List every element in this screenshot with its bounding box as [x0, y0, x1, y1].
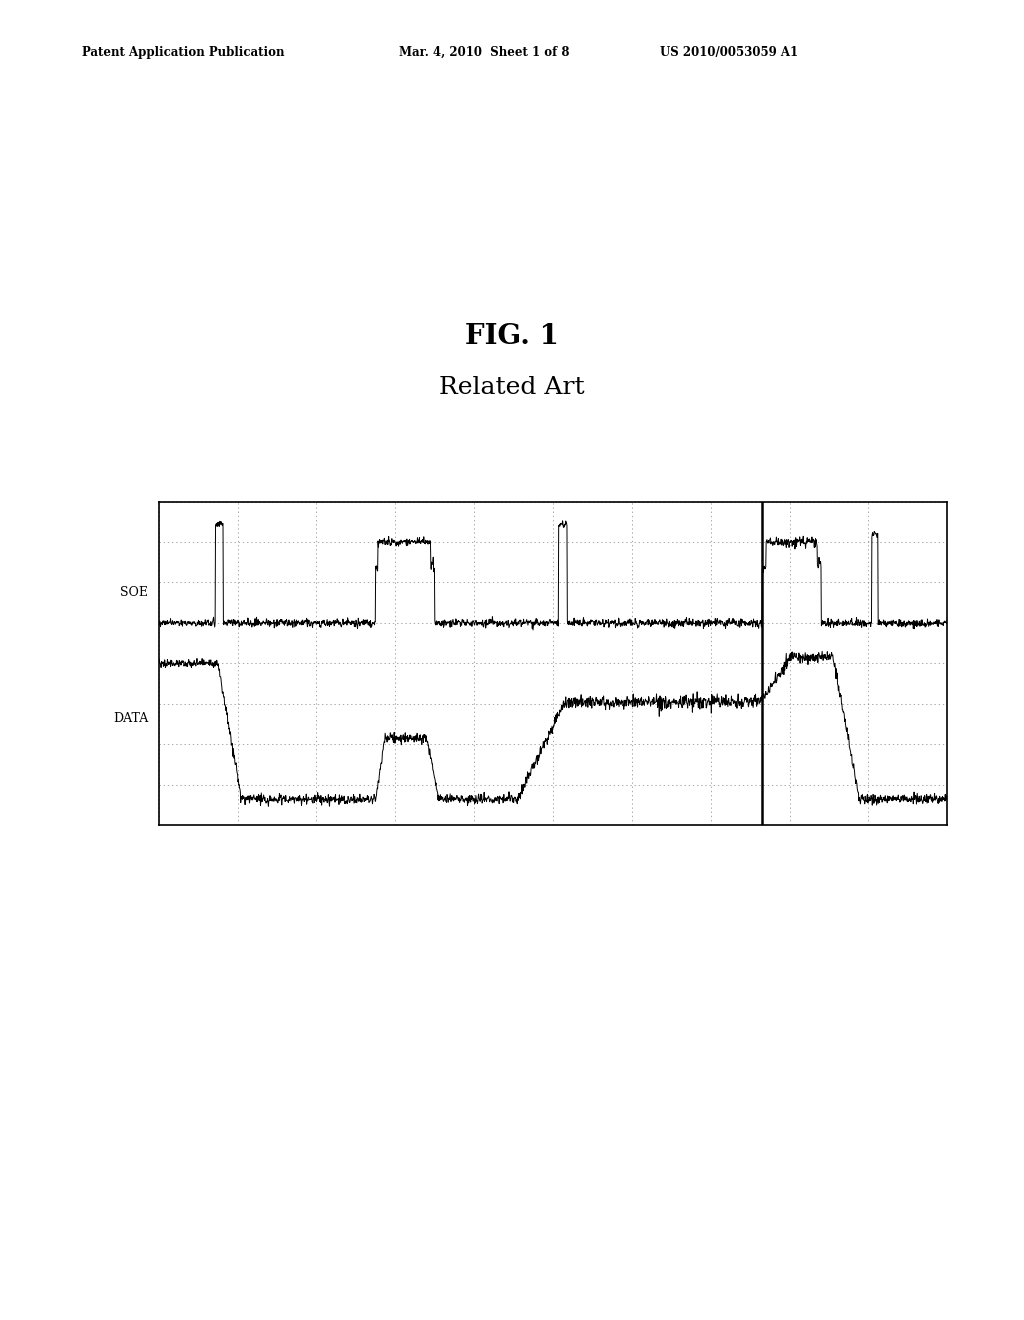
Text: Patent Application Publication: Patent Application Publication	[82, 46, 285, 59]
Text: SOE: SOE	[121, 586, 148, 599]
Text: US 2010/0053059 A1: US 2010/0053059 A1	[660, 46, 799, 59]
Text: Mar. 4, 2010  Sheet 1 of 8: Mar. 4, 2010 Sheet 1 of 8	[399, 46, 570, 59]
Text: Related Art: Related Art	[439, 376, 585, 399]
Text: FIG. 1: FIG. 1	[465, 323, 559, 350]
Text: DATA: DATA	[114, 711, 148, 725]
